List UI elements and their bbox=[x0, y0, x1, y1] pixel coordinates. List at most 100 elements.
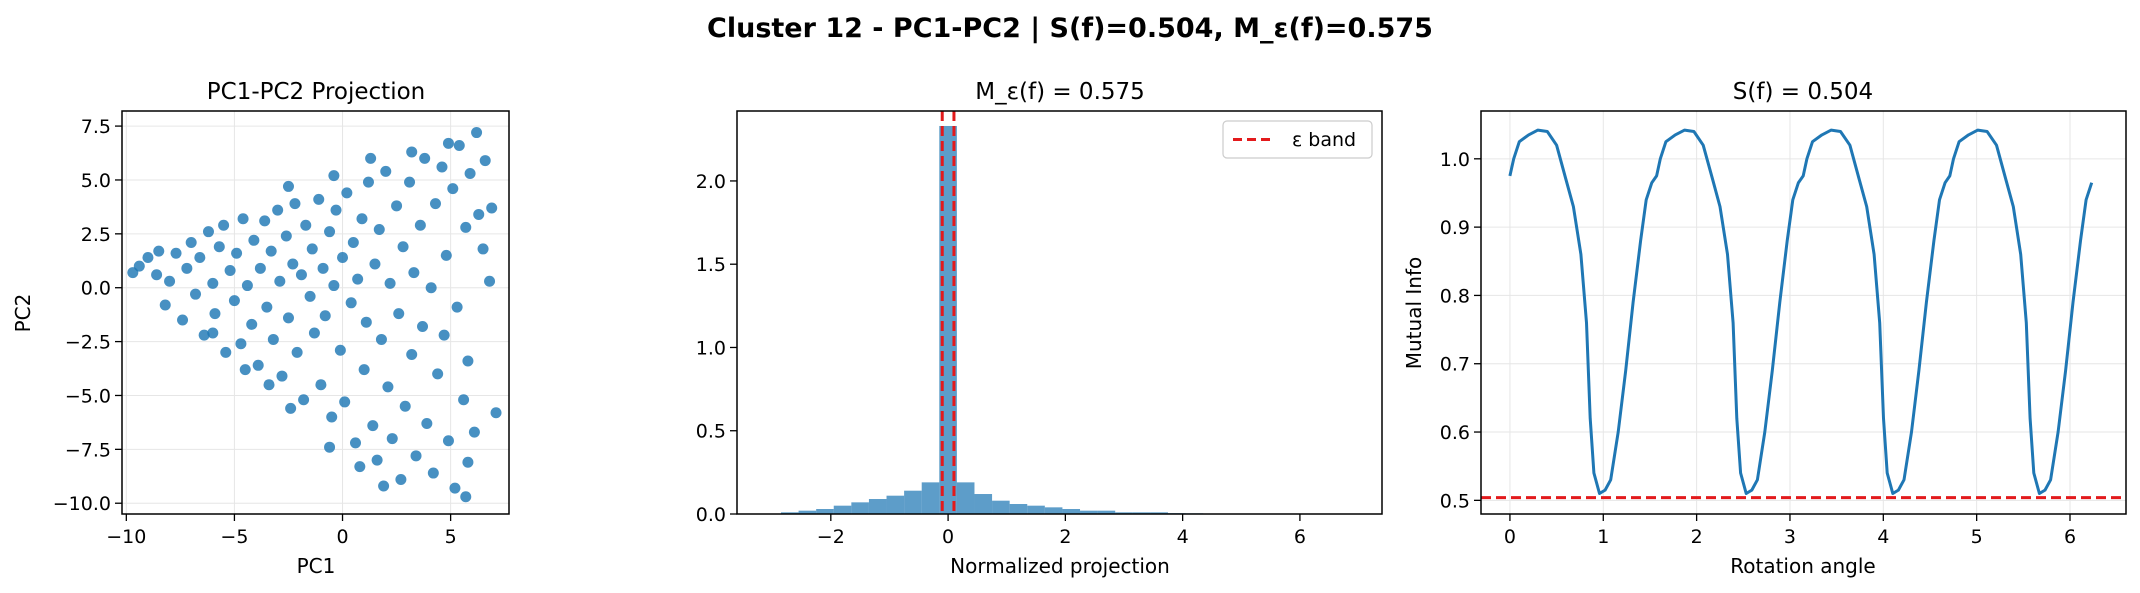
scatter-point bbox=[399, 400, 411, 412]
line-axes-frame bbox=[1480, 110, 2127, 515]
scatter-point bbox=[280, 230, 292, 242]
line-xtick-label: 1 bbox=[1597, 526, 1609, 548]
scatter-point bbox=[442, 137, 454, 149]
line-ytick-label: 1.0 bbox=[1440, 149, 1470, 171]
scatter-ytick-label: −7.5 bbox=[65, 439, 111, 461]
scatter-point bbox=[360, 316, 372, 328]
scatter-point bbox=[313, 193, 325, 205]
histogram-xtick-label: 2 bbox=[1059, 526, 1071, 548]
scatter-ytick-label: −5.0 bbox=[65, 385, 111, 407]
epsilon-band-lines bbox=[940, 111, 956, 514]
scatter-point bbox=[291, 346, 303, 358]
scatter-point bbox=[373, 224, 385, 236]
scatter-point bbox=[440, 249, 452, 261]
scatter-point bbox=[339, 396, 351, 408]
scatter-point bbox=[447, 183, 459, 195]
line-ytick-label: 0.8 bbox=[1440, 285, 1470, 307]
scatter-point bbox=[254, 262, 266, 274]
scatter-point bbox=[276, 370, 288, 382]
scatter-point bbox=[479, 155, 491, 167]
histogram-bars bbox=[780, 125, 1204, 514]
scatter-point bbox=[252, 359, 264, 371]
scatter-point bbox=[391, 200, 403, 212]
scatter-point bbox=[460, 491, 472, 503]
histogram-bar bbox=[992, 500, 1010, 514]
histogram-xtick-label: 4 bbox=[1177, 526, 1189, 548]
scatter-panel: −10 −5 0 5 −10.0 −7.5 −5.0 −2.5 0.0 2.5 5.0 7.5 PC1… bbox=[11, 79, 510, 578]
scatter-point bbox=[317, 262, 329, 274]
histogram-ticks: −2 0 2 4 6 0.0 0.5 1.0 1.5 2.0 bbox=[696, 171, 1306, 548]
scatter-point bbox=[259, 215, 271, 227]
scatter-axes-frame bbox=[121, 110, 510, 515]
scatter-ytick-label: 0.0 bbox=[81, 278, 111, 300]
histogram-bar bbox=[1150, 512, 1168, 514]
scatter-point bbox=[265, 245, 277, 257]
scatter-ytick-label: −2.5 bbox=[65, 332, 111, 354]
scatter-point bbox=[421, 417, 433, 429]
scatter-point bbox=[371, 454, 383, 466]
histogram-axes-frame bbox=[736, 110, 1383, 515]
histogram-ytick-label: 0.5 bbox=[696, 421, 726, 443]
scatter-xtick-label: 5 bbox=[445, 526, 457, 548]
histogram-bar bbox=[1080, 510, 1098, 514]
line-title: S(f) = 0.504 bbox=[1733, 79, 1873, 105]
scatter-point bbox=[352, 273, 364, 285]
scatter-point bbox=[449, 482, 461, 494]
scatter-ytick-label: −10.0 bbox=[53, 493, 111, 515]
histogram-xtick-label: −2 bbox=[817, 526, 845, 548]
scatter-point bbox=[194, 252, 206, 264]
scatter-xlabel: PC1 bbox=[297, 554, 336, 578]
scatter-point bbox=[202, 226, 214, 238]
histogram-bar bbox=[780, 512, 799, 514]
line-xtick-label: 2 bbox=[1691, 526, 1703, 548]
scatter-point bbox=[207, 277, 219, 289]
scatter-point bbox=[246, 318, 258, 330]
scatter-point bbox=[429, 198, 441, 210]
scatter-point bbox=[337, 252, 349, 264]
scatter-point bbox=[282, 180, 294, 192]
scatter-point bbox=[261, 301, 273, 313]
line-xtick-label: 3 bbox=[1784, 526, 1796, 548]
scatter-point bbox=[417, 321, 429, 333]
scatter-point bbox=[308, 327, 320, 339]
scatter-point bbox=[395, 474, 407, 486]
scatter-point bbox=[239, 364, 251, 376]
scatter-point bbox=[306, 243, 318, 255]
scatter-point bbox=[473, 208, 485, 220]
scatter-point bbox=[328, 170, 340, 182]
scatter-point bbox=[362, 176, 374, 188]
scatter-point bbox=[427, 467, 439, 479]
scatter-point bbox=[345, 297, 357, 309]
scatter-ytick-label: 5.0 bbox=[81, 170, 111, 192]
scatter-xtick-label: 0 bbox=[336, 526, 348, 548]
scatter-ylabel: PC2 bbox=[11, 294, 35, 333]
scatter-point bbox=[382, 381, 394, 393]
scatter-ytick-label: 7.5 bbox=[81, 116, 111, 138]
scatter-point bbox=[378, 480, 390, 492]
scatter-point bbox=[393, 308, 405, 320]
scatter-point bbox=[477, 243, 489, 255]
scatter-point bbox=[330, 204, 342, 216]
histogram-ytick-label: 1.5 bbox=[696, 254, 726, 276]
scatter-ytick-label: 2.5 bbox=[81, 224, 111, 246]
line-xtick-label: 5 bbox=[1971, 526, 1983, 548]
figure-title: Cluster 12 - PC1-PC2 | S(f)=0.504, M_ε(f… bbox=[707, 13, 1433, 44]
scatter-point bbox=[358, 364, 370, 376]
scatter-point bbox=[295, 269, 307, 281]
scatter-point bbox=[365, 152, 377, 164]
scatter-point bbox=[218, 219, 230, 231]
scatter-point bbox=[356, 213, 368, 225]
line-xtick-label: 0 bbox=[1504, 526, 1516, 548]
scatter-xtick-label: −5 bbox=[220, 526, 248, 548]
mutual-info-line bbox=[1508, 128, 2094, 495]
scatter-point bbox=[367, 420, 379, 432]
scatter-point bbox=[334, 344, 346, 356]
histogram-ytick-label: 1.0 bbox=[696, 337, 726, 359]
scatter-point bbox=[349, 437, 361, 449]
scatter-point bbox=[241, 280, 253, 292]
scatter-point bbox=[274, 275, 286, 287]
scatter-point bbox=[209, 308, 221, 320]
scatter-point bbox=[408, 267, 420, 279]
mutual-info-series bbox=[1508, 128, 2094, 495]
